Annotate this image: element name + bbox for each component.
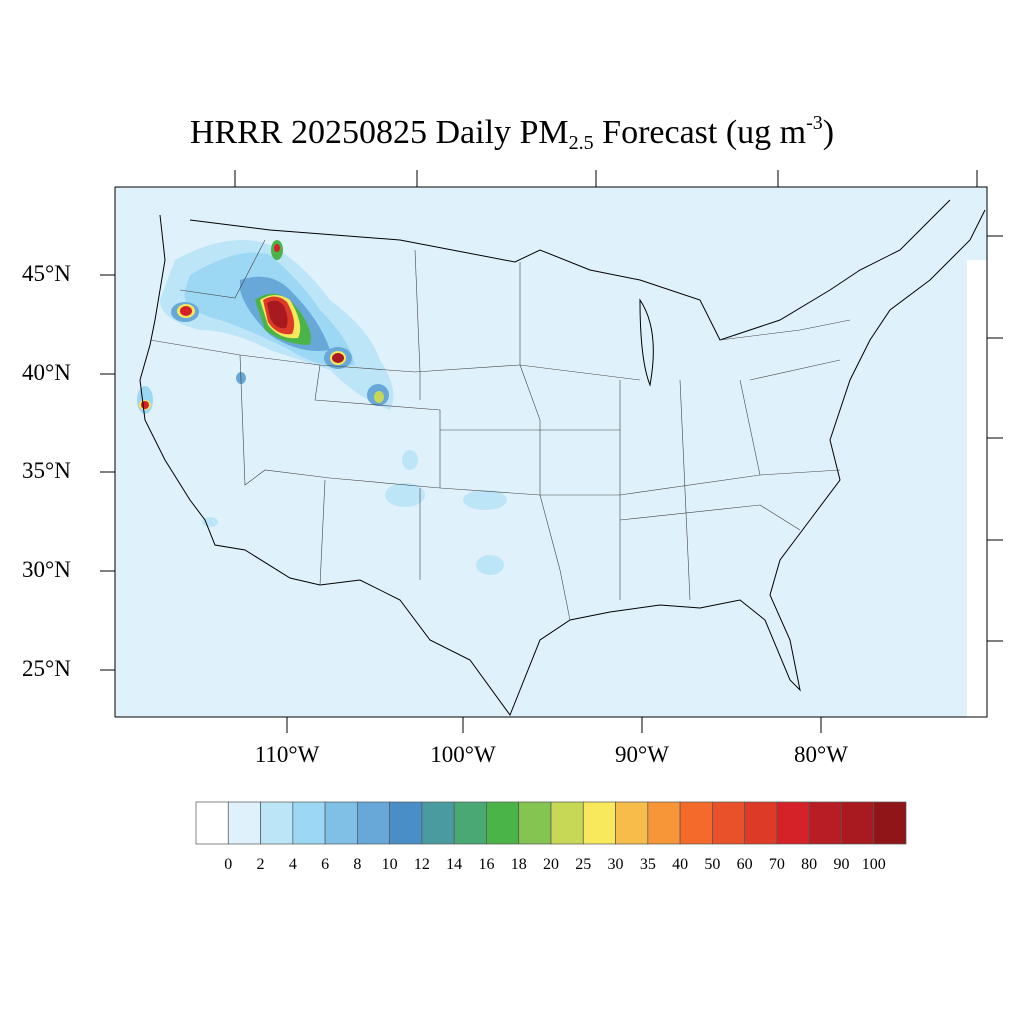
colorbar-label: 40	[672, 856, 689, 873]
colorbar-swatch	[712, 801, 745, 845]
colorbar-swatch	[389, 801, 423, 845]
colorbar-label: 35	[639, 856, 656, 873]
colorbar-label: 0	[224, 856, 233, 873]
title-close: )	[822, 114, 835, 151]
colorbar-label: 25	[575, 856, 592, 873]
colorbar-swatch	[453, 801, 487, 845]
colorbar-swatch	[615, 801, 649, 845]
map-title: HRRR 20250825 Daily PM2.5 Forecast (ug m…	[0, 112, 1024, 155]
state-boundaries	[149, 239, 851, 621]
colorbar-swatch	[808, 801, 842, 845]
colorbar-swatch	[421, 801, 455, 845]
colorbar-swatch	[292, 801, 326, 845]
colorbar-label: 70	[768, 856, 785, 873]
colorbar-swatch	[550, 801, 584, 845]
colorbar-label: 10	[381, 856, 398, 873]
colorbar-swatch	[841, 801, 875, 845]
colorbar-swatch	[486, 801, 520, 845]
lat-label: 40°N	[22, 360, 71, 385]
colorbar-label: 90	[833, 856, 850, 873]
colorbar-label: 20	[543, 856, 559, 873]
colorbar-label: 6	[321, 856, 330, 873]
colorbar-swatch	[873, 801, 907, 845]
colorbar-swatch	[776, 801, 810, 845]
colorbar-swatch	[679, 801, 713, 845]
colorbar-label: 2	[256, 856, 265, 873]
colorbar-swatch	[227, 801, 261, 845]
colorbar-label: 100	[861, 856, 886, 873]
colorbar-label: 50	[704, 856, 721, 873]
map-frame	[114, 186, 988, 718]
title-units: Forecast (ug m	[593, 114, 807, 151]
colorbar-label: 16	[478, 856, 495, 873]
colorbar-label: 30	[607, 856, 624, 873]
axis-ticks	[100, 170, 1003, 733]
colorbar-label: 14	[446, 856, 463, 873]
colorbar-swatch	[744, 801, 778, 845]
colorbar-label: 60	[736, 856, 753, 873]
lat-label: 25°N	[22, 656, 71, 681]
colorbar-label: 8	[353, 856, 362, 873]
coastlines-and-borders	[139, 199, 986, 717]
colorbar-swatch	[324, 801, 358, 845]
colorbar-swatch	[357, 801, 390, 845]
title-main: HRRR 20250825 Daily PM	[189, 114, 569, 151]
colorbar	[195, 801, 907, 845]
colorbar-swatch	[582, 801, 616, 845]
colorbar-label: 12	[413, 856, 430, 873]
lat-label: 35°N	[22, 458, 71, 483]
colorbar-label: 18	[510, 856, 527, 873]
title-subscript: 2.5	[568, 132, 594, 154]
smoke-plumes	[137, 240, 507, 575]
map-edge-blank	[967, 260, 987, 717]
lon-label: 100°W	[430, 742, 496, 767]
lon-label: 80°W	[794, 742, 848, 767]
colorbar-swatch	[260, 801, 294, 845]
lat-label: 45°N	[22, 261, 71, 286]
title-superscript: -3	[806, 112, 823, 134]
colorbar-swatch	[518, 801, 552, 845]
lat-label: 30°N	[22, 557, 71, 582]
colorbar-swatch	[647, 801, 681, 845]
colorbar-swatch	[195, 801, 229, 845]
lon-label: 110°W	[254, 742, 320, 767]
colorbar-label: 80	[801, 856, 818, 873]
lon-label: 90°W	[615, 742, 669, 767]
colorbar-label: 4	[288, 856, 297, 873]
